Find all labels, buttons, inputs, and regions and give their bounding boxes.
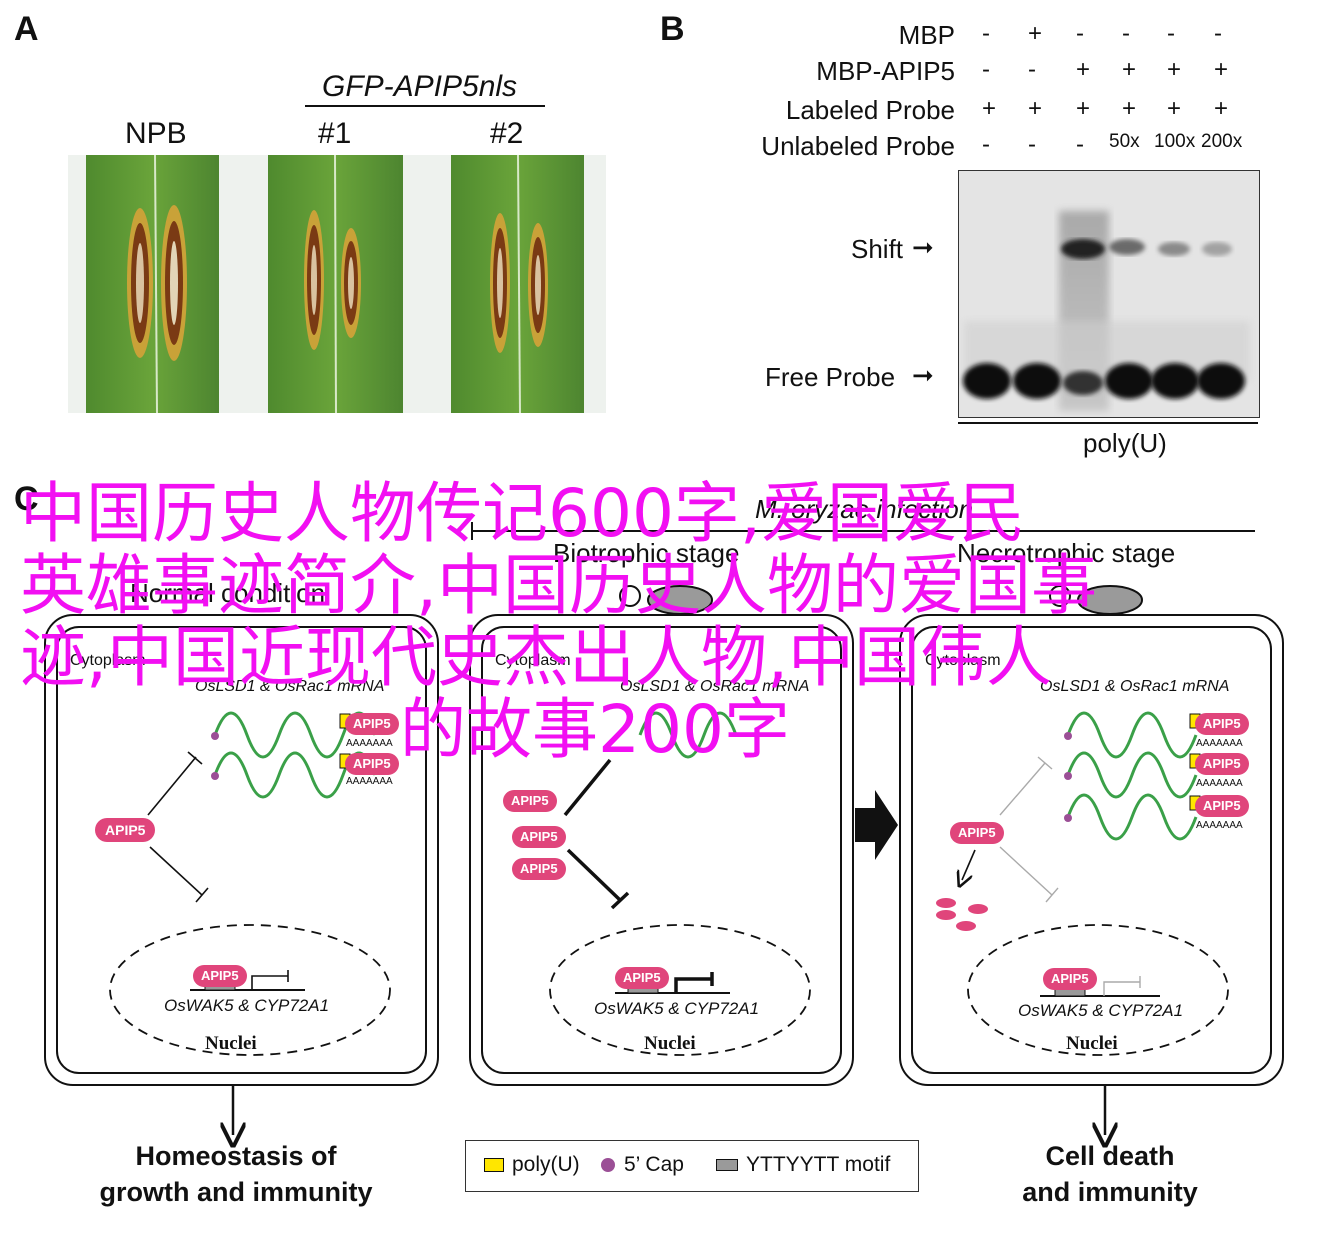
shift-arrow-icon: ➞ [912,232,934,262]
lane-label-2: #2 [490,117,524,150]
apip5-protein-cell3: APIP5 [950,822,1004,844]
emsa-cell: + [1167,95,1182,122]
emsa-cell: + [1076,56,1091,83]
stage-biotrophic: Biotrophic stage [553,538,740,568]
emsa-cell: 200x [1201,131,1243,152]
legend-cap: 5’ Cap [624,1153,684,1176]
emsa-cell: + [982,95,997,122]
polya-tail-label: AAAAAAA [1196,820,1243,831]
apip5-bound-cell1-a: APIP5 [345,713,399,735]
apip5-protein-cell2-a: APIP5 [503,790,557,812]
panel-c-letter: C [14,480,39,518]
apip5-nuclear-cell2: APIP5 [615,967,669,989]
mrna-label-cell3: OsLSD1 & OsRac1 mRNA [1040,678,1230,695]
panel-b-letter: B [660,10,685,48]
apip5-protein-cell1: APIP5 [95,818,156,842]
stage-necrotrophic: Necrotrophic stage [957,538,1176,568]
row-label-mbp: MBP [898,20,955,50]
pathogen-label: M. oryzae infection [755,494,974,524]
polya-tail-label: AAAAAAA [346,776,393,787]
normal-condition-label: Normal condition [130,578,326,608]
nuclei-label-cell3: Nuclei [1066,1033,1118,1054]
outcome-left-line1: Homeostasis of [135,1141,337,1171]
apip5-bound-cell3-b: APIP5 [1195,753,1249,775]
emsa-cell: + [1028,95,1043,122]
outcome-right-line1: Cell death [1045,1141,1175,1171]
outcome-right-line2: and immunity [1022,1177,1198,1207]
legend-box: poly(U) 5’ Cap YTTYYTT motif [465,1140,919,1192]
legend-poly-u: poly(U) [512,1153,580,1176]
emsa-condition-grid: - + - - - - - - + + + + + + + + + + - - - 50x 100x 200x [965,18,1255,168]
emsa-cell: - [1028,56,1036,83]
polya-tail-label: AAAAAAA [1196,778,1243,789]
construct-underline [305,105,545,107]
panel-a-letter: A [14,10,39,48]
shift-label: Shift [851,234,904,264]
emsa-cell: + [1214,95,1229,122]
target-genes-cell3: OsWAK5 & CYP72A1 [1018,1001,1184,1020]
row-label-mbp-apip5: MBP-APIP5 [816,56,955,86]
outcome-left-line2: growth and immunity [99,1177,373,1207]
probe-underline [958,422,1258,424]
emsa-cell: + [1076,95,1091,122]
model-diagram [44,522,1284,1235]
emsa-cell: + [1214,56,1229,83]
emsa-cell: - [1076,131,1084,158]
target-genes-cell1: OsWAK5 & CYP72A1 [164,996,330,1015]
polya-tail-label: AAAAAAA [346,738,393,749]
emsa-cell: + [1122,56,1137,83]
cytoplasm-label-cell3: Cytoplasm [925,652,1001,669]
motif-swatch [716,1159,738,1171]
emsa-cell: 50x [1109,131,1140,152]
cytoplasm-label-cell2: Cytoplasm [495,652,571,669]
probe-name: poly(U) [1083,428,1167,458]
emsa-cell: - [1122,20,1130,47]
mrna-label-cell2: OsLSD1 & OsRac1 mRNA [620,678,810,695]
emsa-cell: + [1122,95,1137,122]
emsa-cell: + [1028,20,1043,47]
legend-motif: YTTYYTT motif [746,1153,891,1176]
apip5-nuclear-cell3: APIP5 [1043,968,1097,990]
emsa-cell: - [982,20,990,47]
apip5-protein-cell2-b: APIP5 [512,826,566,848]
nuclei-label-cell2: Nuclei [644,1033,696,1054]
apip5-bound-cell3-a: APIP5 [1195,713,1249,735]
lane-label-npb: NPB [125,117,187,150]
outcome-right: Cell death and immunity [980,1138,1240,1210]
emsa-cell: - [1076,20,1084,47]
row-label-labeled-probe: Labeled Probe [785,95,955,125]
apip5-bound-cell1-b: APIP5 [345,753,399,775]
emsa-cell: - [982,131,990,158]
lane-label-1: #1 [318,117,352,150]
free-probe-arrow-icon: ➞ [912,360,934,390]
outcome-left: Homeostasis of growth and immunity [86,1138,386,1210]
apip5-bound-cell3-c: APIP5 [1195,795,1249,817]
target-genes-cell2: OsWAK5 & CYP72A1 [594,999,760,1018]
emsa-cell: - [982,56,990,83]
poly-u-swatch [484,1158,504,1172]
leaf-lesion-photo [68,155,606,413]
emsa-cell: - [1214,20,1222,47]
cytoplasm-label-cell1: Cytoplasm [70,652,146,669]
emsa-cell: - [1028,131,1036,158]
cap-swatch [601,1158,615,1172]
polya-tail-label: AAAAAAA [1196,738,1243,749]
emsa-cell: + [1167,56,1182,83]
emsa-gel-image [958,170,1260,418]
emsa-cell: 100x [1154,131,1196,152]
nuclei-label-cell1: Nuclei [205,1033,257,1054]
mrna-label-cell1: OsLSD1 & OsRac1 mRNA [195,678,385,695]
row-label-unlabeled-probe: Unlabeled Probe [761,131,955,161]
construct-label: GFP-APIP5nls [322,70,518,103]
apip5-nuclear-cell1: APIP5 [193,965,247,987]
emsa-cell: - [1167,20,1175,47]
apip5-protein-cell2-c: APIP5 [512,858,566,880]
free-probe-label: Free Probe [765,362,896,392]
